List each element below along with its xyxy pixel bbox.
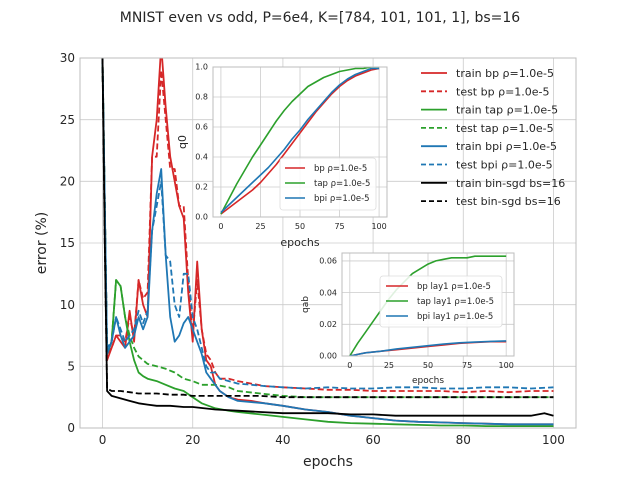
x-tick-label: 0 [99,433,107,447]
y-tick-label: 5 [67,360,75,374]
y-tick-label: 15 [60,236,75,250]
legend-label: tap ρ=1.0e-5 [314,179,370,189]
series-group [349,255,507,356]
legend-box [379,275,503,328]
y-tick-label: 25 [60,113,75,127]
legend-box [279,157,377,211]
series-line [101,58,554,417]
y-tick-label: 30 [60,51,75,65]
legend-label: bpi ρ=1.0e-5 [314,194,370,204]
legend-label: tap lay1 ρ=1.0e-5 [417,297,494,307]
x-axis-label: epochs [280,236,319,249]
series-group [101,58,554,428]
legend-label: test tap ρ=1.0e-5 [456,122,554,135]
series-line [101,58,554,390]
plot-frame [79,57,577,429]
y-tick-label: 10 [60,298,75,312]
x-tick-label: 60 [365,433,380,447]
legend-label: train bp ρ=1.0e-5 [456,67,554,80]
legend-label: train bin-sgd bs=16 [456,177,565,190]
inset-qab-plot: 0 25 50 75 100 0.00 0.02 0.04 0.06 epochs qab bp la… [301,252,515,386]
x-tick-label: 25 [384,361,394,370]
x-tick-label: 75 [334,222,344,231]
y-tick-label: 20 [60,175,75,189]
series-line [220,67,380,215]
y-tick-label: 0 [67,421,75,435]
y-tick-label: 0.04 [319,288,337,297]
y-axis-label: q0 [176,135,189,149]
y-tick-label: 0.8 [195,93,208,102]
plot-frame [341,252,515,357]
legend-label: bp ρ=1.0e-5 [314,164,367,174]
x-tick-label: 0 [347,361,352,370]
legend-label: test bp ρ=1.0e-5 [456,85,550,98]
y-tick-label: 1.0 [195,63,208,72]
x-tick-label: 75 [462,361,472,370]
x-tick-label: 100 [371,222,386,231]
x-tick-label: 50 [295,222,305,231]
legend: bp lay1 ρ=1.0e-5 tap lay1 ρ=1.0e-5 bpi lay… [379,275,503,328]
legend-label: test bin-sgd bs=16 [456,195,561,208]
y-tick-label: 0.06 [319,257,337,266]
x-tick-label: 0 [218,222,223,231]
series-line [220,67,380,214]
x-axis-label: epochs [303,454,353,470]
series-line [220,67,380,215]
y-axis-label: qab [301,296,311,313]
series-line [349,340,507,356]
y-tick-label: 0.02 [319,320,337,329]
series-line [101,58,554,428]
y-tick-label: 0.2 [195,183,208,192]
x-axis-label: epochs [412,376,444,386]
legend: train bp ρ=1.0e-5 test bp ρ=1.0e-5 train t… [421,67,565,208]
legend: bp ρ=1.0e-5 tap ρ=1.0e-5 bpi ρ=1.0e-5 [279,157,377,211]
y-tick-label: 0.00 [319,352,337,361]
x-tick-label: 80 [456,433,471,447]
legend-label: bp lay1 ρ=1.0e-5 [417,282,491,292]
x-tick-label: 20 [185,433,200,447]
series-line [349,255,507,356]
x-tick-label: 50 [423,361,433,370]
legend-label: bpi lay1 ρ=1.0e-5 [417,312,493,322]
series-group [220,67,380,215]
x-tick-label: 100 [542,433,565,447]
y-tick-label: 0.6 [195,123,208,132]
legend-label: test bpi ρ=1.0e-5 [456,158,553,171]
legend-label: train tap ρ=1.0e-5 [456,104,558,117]
series-line [101,58,554,394]
legend-label: train bpi ρ=1.0e-5 [456,140,557,153]
y-tick-label: 0.4 [195,153,208,162]
y-tick-label: 0.0 [195,213,208,222]
x-tick-label: 100 [499,361,514,370]
figure-title: MNIST even vs odd, P=6e4, K=[784, 101, 1… [120,10,521,26]
series-line [101,58,554,426]
y-axis-label: error (%) [34,212,50,275]
plot-frame [212,66,388,218]
inset-q0-plot: 0 25 50 75 100 0.0 0.2 0.4 0.6 0.8 1.0 epochs q0 bp ρ… [176,63,388,249]
x-tick-label: 25 [255,222,265,231]
x-tick-label: 40 [275,433,290,447]
series-line [101,58,554,399]
